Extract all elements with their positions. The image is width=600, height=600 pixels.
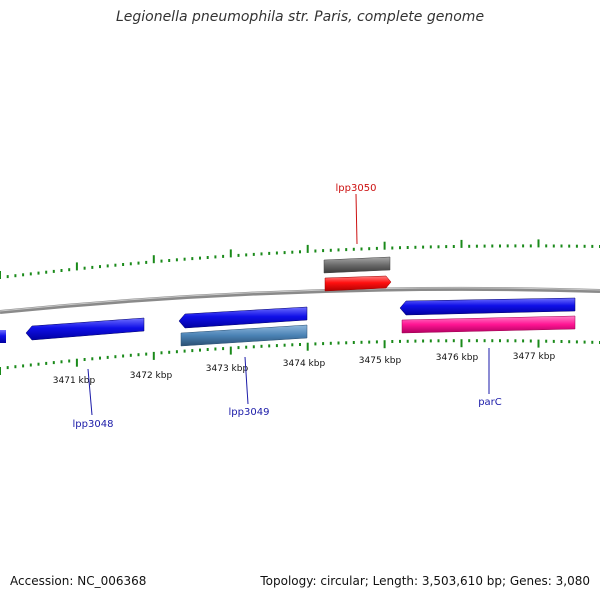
gene-feature-parC[interactable] (401, 315, 576, 334)
outer-tick-track (0, 239, 600, 279)
genome-summary-text: Topology: circular; Length: 3,503,610 bp… (260, 574, 590, 588)
kbp-label-3475: 3475 kbp (359, 356, 402, 366)
gene-label-lpp3049[interactable]: lpp3049 (229, 407, 270, 418)
kbp-label-3474: 3474 kbp (283, 359, 326, 369)
kbp-label-3477: 3477 kbp (513, 352, 556, 362)
gene-feature-lpp3048[interactable] (25, 317, 145, 341)
kbp-label-3472: 3472 kbp (130, 371, 173, 381)
leader-lpp3049 (244, 356, 249, 405)
gene-feature-left-edge[interactable] (0, 330, 6, 343)
leader-lpp3048 (87, 368, 93, 416)
gene-label-lpp3050[interactable]: lpp3050 (336, 183, 377, 194)
kbp-label-3471: 3471 kbp (53, 376, 96, 386)
kbp-label-3473: 3473 kbp (206, 364, 249, 374)
pseudo-gene-feature[interactable] (323, 256, 391, 274)
inner-tick-track (0, 339, 600, 375)
gene-feature-right-upper[interactable] (399, 297, 576, 316)
accession-text: Accession: NC_006368 (10, 574, 147, 588)
gene-feature-lpp3049-upper[interactable] (178, 306, 308, 329)
kbp-label-3476: 3476 kbp (436, 353, 479, 363)
leader-lpp3050 (355, 193, 358, 245)
map-title: Legionella pneumophila str. Paris, compl… (115, 9, 485, 25)
rna-feature-lpp3050[interactable] (324, 275, 392, 292)
gene-feature-lpp3049[interactable] (180, 324, 308, 347)
genome-backbone (0, 286, 600, 314)
gene-label-lpp3048[interactable]: lpp3048 (73, 419, 114, 430)
gene-label-parC[interactable]: parC (478, 397, 502, 408)
